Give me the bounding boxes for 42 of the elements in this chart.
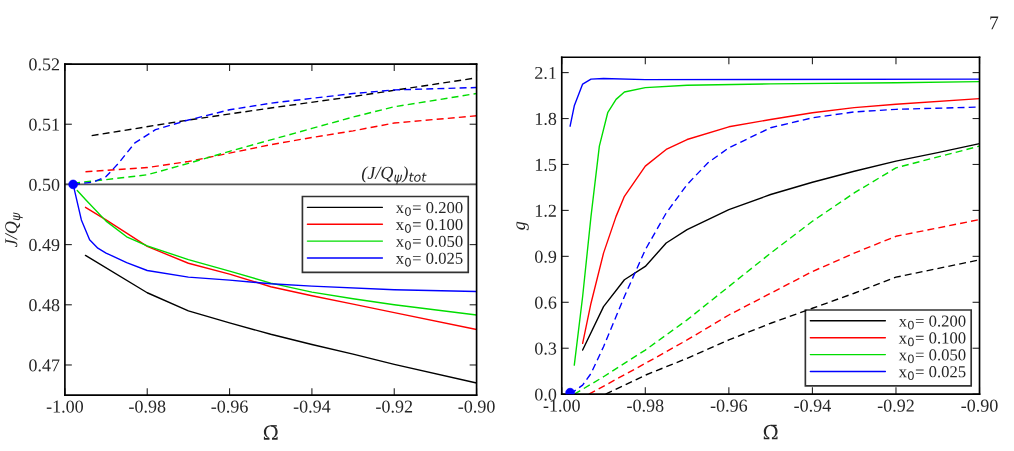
legend-label: x$_{0}$= 0.025 [898, 366, 966, 381]
x-tick-label: -0.90 [458, 400, 495, 413]
y-tick-label: 0.51 [29, 118, 59, 131]
y-tick-label: 0.52 [29, 58, 60, 71]
ref-line-label: (J/Q$_{ψ}$)$_{tot}$ [361, 166, 427, 185]
legend-label: x$_{0}$= 0.050 [898, 349, 966, 364]
legend-label: x$_{0}$= 0.100 [898, 332, 966, 347]
y-axis-title: J/Q$_{ψ}$ [5, 212, 23, 247]
y-axis-title: g [516, 221, 529, 231]
y-tick-label: 0.0 [535, 388, 557, 401]
legend-label: x$_{0}$= 0.200 [395, 202, 463, 216]
y-tick-label: 1.8 [535, 112, 557, 126]
text: 7 [990, 16, 999, 30]
legend-label: x$_{0}$= 0.100 [395, 218, 463, 233]
x-tick-label: -0.98 [129, 400, 166, 413]
y-tick-label: 2.1 [535, 66, 556, 80]
y-tick-label: 1.2 [535, 204, 556, 217]
x-tick-label: -1.00 [543, 399, 580, 412]
x-axis-title: Ω̄ [763, 424, 778, 440]
y-tick-label: 0.47 [29, 359, 60, 372]
legend-label: x$_{0}$= 0.025 [395, 252, 463, 267]
y-tick-label: 0.9 [535, 250, 557, 263]
line-series [588, 218, 980, 395]
x-tick-label: -0.92 [376, 400, 413, 413]
x-tick-label: -1.00 [46, 400, 84, 413]
y-tick-label: 0.48 [29, 299, 60, 312]
x-axis-title: Ω̄ [263, 425, 278, 440]
y-tick-label: 1.5 [535, 158, 557, 171]
line-series [569, 77, 980, 127]
x-tick-label: -0.92 [877, 399, 914, 412]
x-tick-label: -0.94 [293, 400, 331, 413]
x-tick-label: -0.98 [627, 399, 664, 412]
x-tick-label: -0.90 [961, 399, 998, 412]
x-tick-label: -0.96 [710, 399, 748, 412]
legend-label: x$_{0}$= 0.050 [395, 235, 463, 250]
y-tick-label: 0.50 [29, 178, 60, 191]
x-tick-label: -0.94 [794, 399, 831, 412]
y-tick-label: 0.49 [29, 238, 60, 252]
x-tick-label: -0.96 [211, 400, 248, 413]
y-tick-label: 0.3 [535, 342, 557, 355]
legend-label: x$_{0}$= 0.200 [898, 315, 966, 330]
y-tick-label: 0.6 [535, 296, 557, 309]
